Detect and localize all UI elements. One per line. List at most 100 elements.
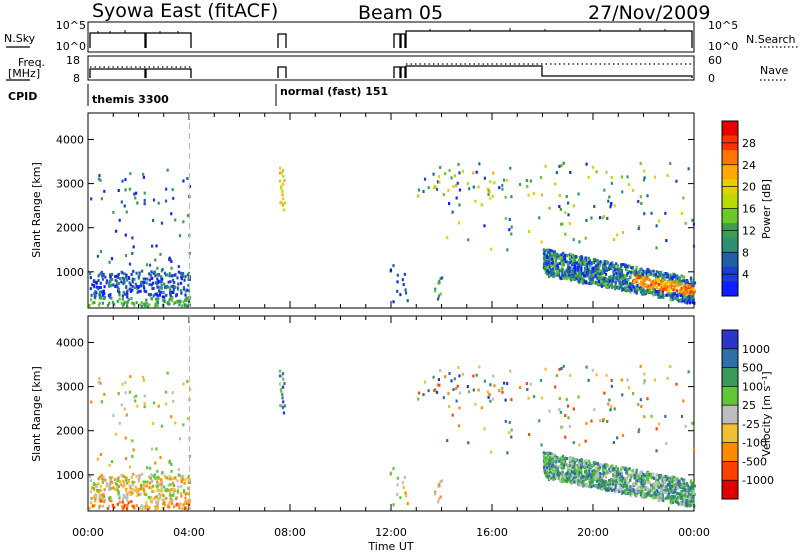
power-cell [561, 267, 564, 271]
velocity-cell [441, 479, 444, 483]
velocity-cell [116, 488, 119, 492]
power-cell [278, 171, 282, 175]
velocity-cell [688, 504, 692, 508]
velocity-cell [682, 498, 685, 502]
power-cell [132, 301, 135, 305]
power-cell [637, 227, 640, 231]
velocity-cell [180, 484, 183, 488]
velocity-cell [143, 394, 146, 398]
velocity-cell [158, 483, 162, 487]
power-cell [558, 164, 561, 168]
velocity-cell [92, 482, 96, 486]
power-cell [650, 211, 653, 215]
power-cell [184, 289, 187, 293]
power-cell [427, 186, 430, 190]
velocity-cell [282, 377, 285, 381]
power-cell [597, 280, 601, 284]
velocity-cell [136, 404, 139, 408]
power-cell [120, 280, 123, 284]
velocity-colorbar-cell [722, 348, 738, 369]
power-cell [132, 245, 135, 249]
velocity-cell [602, 418, 605, 422]
power-cell [595, 281, 598, 285]
velocity-cell [164, 402, 168, 406]
velocity-cell [186, 476, 189, 480]
velocity-cell [653, 378, 657, 382]
velocity-cell [112, 486, 115, 490]
velocity-cell [576, 458, 579, 462]
power-cell [682, 275, 685, 279]
power-cell [155, 244, 158, 248]
velocity-cell [669, 499, 672, 503]
velocity-cell [606, 470, 609, 474]
power-cell [116, 276, 120, 280]
velocity-cell [506, 382, 509, 386]
power-colorbar-cell [722, 281, 738, 297]
velocity-cell [121, 500, 124, 504]
power-cell [187, 289, 191, 293]
velocity-cell [581, 482, 585, 486]
velocity-cell [572, 463, 575, 467]
power-cell [559, 276, 562, 280]
time-axis-label: Time UT [367, 540, 413, 553]
velocity-cell [144, 507, 147, 511]
velocity-cell [661, 492, 664, 496]
power-cell [613, 285, 616, 289]
velocity-cell [596, 462, 600, 466]
power-cell [280, 171, 283, 175]
velocity-cell [612, 479, 615, 483]
power-cell [624, 278, 627, 282]
velocity-cell [691, 481, 694, 485]
power-cell [137, 276, 140, 280]
velocity-cell [560, 425, 563, 429]
velocity-cell [604, 488, 607, 492]
power-cell [436, 297, 440, 301]
velocity-cell [135, 504, 138, 508]
velocity-cell [683, 498, 686, 502]
power-cell [661, 289, 664, 293]
power-cell [562, 263, 566, 267]
power-cell [148, 303, 151, 307]
velocity-cell [548, 456, 552, 460]
power-cell [609, 265, 613, 269]
velocity-cell [679, 482, 682, 486]
velocity-cell [610, 405, 613, 409]
power-cell [691, 282, 694, 286]
velocity-cell [609, 487, 613, 491]
power-cell [682, 285, 685, 289]
velocity-cell [117, 491, 120, 495]
cpid-label: CPID [8, 90, 37, 103]
power-cell [506, 179, 509, 183]
velocity-cell [129, 492, 132, 496]
velocity-cell [664, 496, 667, 500]
velocity-cell [615, 474, 618, 478]
power-cell [662, 274, 665, 278]
velocity-cell [157, 404, 160, 408]
velocity-cell [552, 478, 555, 482]
power-cell [662, 275, 665, 279]
power-cell [170, 290, 173, 294]
power-cell [577, 192, 580, 196]
power-cell [182, 272, 185, 276]
power-cell [591, 165, 595, 169]
velocity-cell [570, 469, 573, 473]
power-cell [591, 260, 595, 264]
velocity-cell [585, 365, 588, 369]
velocity-cell [152, 401, 156, 405]
power-cell [106, 303, 110, 307]
power-cell [457, 221, 461, 225]
beam-title: Beam 05 [358, 2, 443, 24]
velocity-cell [623, 476, 627, 480]
velocity-cell [621, 476, 624, 480]
power-cell [545, 265, 548, 269]
power-cell [548, 267, 551, 271]
power-cell [156, 282, 159, 286]
power-cell [117, 281, 121, 285]
power-cell [623, 273, 627, 277]
velocity-cell [152, 489, 155, 493]
power-cell [158, 285, 161, 289]
velocity-cell [170, 488, 173, 492]
velocity-cell [456, 384, 459, 388]
power-cell [639, 290, 642, 294]
